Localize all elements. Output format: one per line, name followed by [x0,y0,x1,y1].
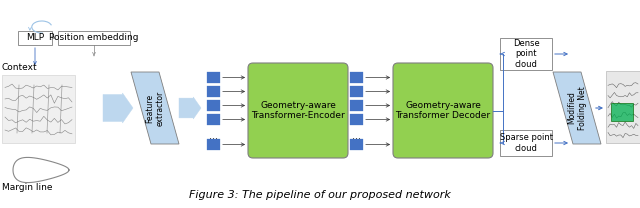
Text: Margin line: Margin line [2,183,52,192]
Bar [207,86,220,97]
Text: Modified
Folding Net: Modified Folding Net [567,86,587,130]
Bar [611,103,633,121]
Text: Sparse point
cloud: Sparse point cloud [499,133,552,153]
Text: Context: Context [2,63,38,72]
Polygon shape [131,72,179,144]
FancyBboxPatch shape [248,63,348,158]
Bar [350,86,363,97]
Polygon shape [103,93,133,123]
Bar [500,130,552,156]
Bar [58,31,130,45]
Text: Geometry-aware
Transformer Decoder: Geometry-aware Transformer Decoder [396,101,491,120]
Bar [500,38,552,70]
Bar [207,72,220,83]
Text: MLP: MLP [26,33,44,42]
Text: Dense
point
cloud: Dense point cloud [513,39,540,69]
Text: ...: ... [352,131,361,141]
Bar [207,114,220,125]
Bar [2,75,75,143]
Bar [606,71,640,143]
Bar [350,100,363,111]
Text: Position embedding: Position embedding [49,33,139,42]
Bar [207,100,220,111]
Text: Figure 3: The pipeline of our proposed network: Figure 3: The pipeline of our proposed n… [189,190,451,200]
Bar [350,72,363,83]
Bar [350,139,363,150]
Polygon shape [553,72,601,144]
Bar [18,31,52,45]
FancyBboxPatch shape [393,63,493,158]
Text: Geometry-aware
Transformer-Encoder: Geometry-aware Transformer-Encoder [251,101,345,120]
Text: Feature
extractor: Feature extractor [145,90,164,126]
Bar [350,114,363,125]
Bar [207,139,220,150]
Text: ...: ... [209,131,218,141]
Polygon shape [179,97,201,119]
